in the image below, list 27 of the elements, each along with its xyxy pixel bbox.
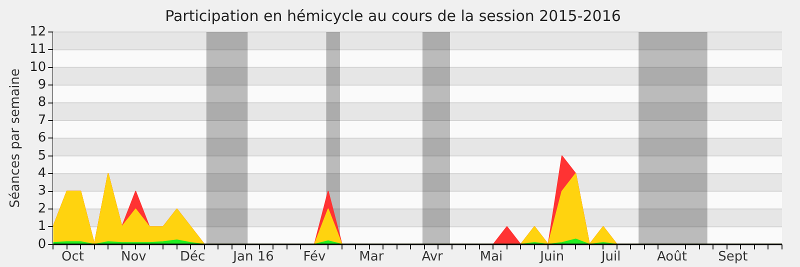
x-tick-label: Avr [422,250,444,265]
x-tick-label: Mar [359,250,384,265]
x-tick-label: Nov [121,250,147,265]
x-tick-label: Jan 16 [232,250,274,265]
y-tick-label: 10 [30,60,46,75]
x-tick-label: Mai [480,250,503,265]
chart-title: Participation en hémicycle au cours de la session 2015-2016 [165,6,621,25]
y-tick-label: 3 [38,184,46,199]
y-tick-label: 12 [30,24,46,40]
y-tick-label: 1 [38,219,46,234]
x-tick-label: Sept [718,250,748,265]
y-tick-label: 6 [38,130,46,146]
y-tick-label: 8 [38,95,46,110]
y-axis-title: Séances par semaine [8,68,24,208]
x-tick-label: Oct [62,250,84,265]
y-tick-label: 11 [30,42,46,58]
y-tick-label: 0 [38,236,46,252]
x-tick-label: Juin [539,250,564,265]
y-tick-label: 9 [38,77,46,92]
y-tick-label: 4 [38,166,46,181]
x-tick-label: Août [657,250,687,265]
x-tick-label: Déc [180,250,206,265]
y-tick-label: 2 [38,201,46,216]
y-tick-label: 5 [38,148,46,164]
y-tick-label: 7 [38,112,46,128]
x-tick-label: Fév [303,250,326,265]
x-tick-label: Juil [600,250,621,265]
